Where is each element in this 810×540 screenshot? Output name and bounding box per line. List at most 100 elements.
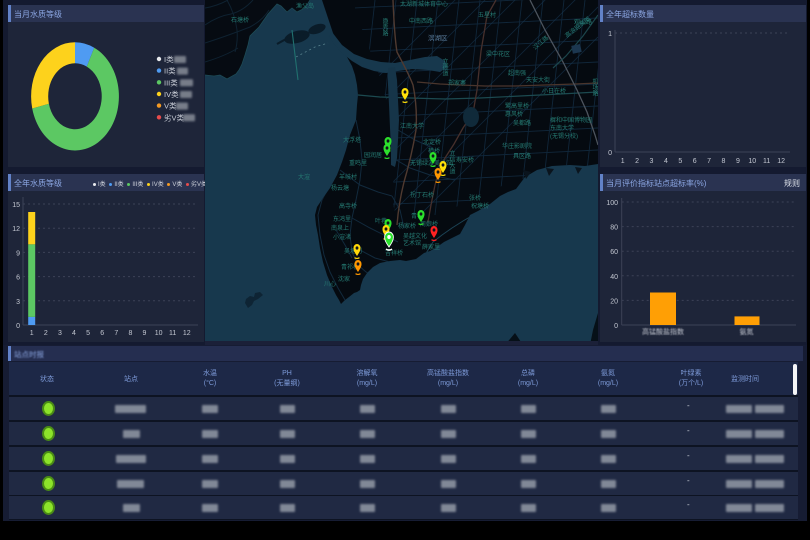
svg-text:1: 1 xyxy=(608,31,612,38)
svg-text:12: 12 xyxy=(12,226,20,233)
svg-text:80: 80 xyxy=(610,225,618,232)
svg-text:大浮塔: 大浮塔 xyxy=(343,136,361,144)
svg-text:6: 6 xyxy=(16,275,20,282)
svg-text:9: 9 xyxy=(16,250,20,257)
svg-text:1: 1 xyxy=(30,330,34,337)
svg-text:高寺桥: 高寺桥 xyxy=(339,202,357,210)
svg-text:3: 3 xyxy=(16,299,20,306)
svg-text:梁中花区: 梁中花区 xyxy=(486,50,510,58)
svg-text:10: 10 xyxy=(155,330,163,337)
svg-text:11: 11 xyxy=(169,330,176,337)
svg-text:樨和中国博物园: 樨和中国博物园 xyxy=(550,116,592,124)
svg-text:小渲渚: 小渲渚 xyxy=(333,233,351,241)
svg-text:滨湖区: 滨湖区 xyxy=(428,33,448,42)
svg-text:渔父岛: 渔父岛 xyxy=(296,2,314,10)
svg-text:0: 0 xyxy=(614,323,618,330)
svg-text:周娘桥: 周娘桥 xyxy=(420,220,438,228)
svg-text:高锰酸盐指数: 高锰酸盐指数 xyxy=(642,327,684,336)
svg-text:氨氮: 氨氮 xyxy=(740,327,754,336)
svg-text:15: 15 xyxy=(12,202,20,209)
svg-text:隐秀路: 隐秀路 xyxy=(381,17,388,37)
svg-text:立德道: 立德道 xyxy=(441,57,448,77)
svg-text:5: 5 xyxy=(86,330,90,337)
svg-text:沈家: 沈家 xyxy=(338,275,350,283)
svg-text:小日在桥: 小日在桥 xyxy=(542,87,566,95)
svg-text:III类: III类 xyxy=(164,77,178,87)
svg-text:杨家桥: 杨家桥 xyxy=(398,222,416,230)
svg-text:2: 2 xyxy=(44,330,48,337)
svg-text:1: 1 xyxy=(621,158,625,165)
svg-text:五星村: 五星村 xyxy=(478,11,496,19)
svg-text:吴越文化: 吴越文化 xyxy=(403,232,427,240)
svg-text:60: 60 xyxy=(610,249,618,256)
svg-text:0: 0 xyxy=(16,323,20,330)
svg-text:无锡绿波美术馆: 无锡绿波美术馆 xyxy=(410,159,452,167)
svg-text:机场路: 机场路 xyxy=(591,77,598,97)
svg-text:吴塘门: 吴塘门 xyxy=(344,247,362,255)
svg-text:薛家里: 薛家里 xyxy=(422,243,440,251)
svg-text:祝塘桥: 祝塘桥 xyxy=(471,202,489,210)
svg-text:中南西路: 中南西路 xyxy=(409,17,433,25)
svg-text:具区路: 具区路 xyxy=(513,152,531,160)
svg-text:10: 10 xyxy=(748,158,756,165)
svg-text:川心: 川心 xyxy=(324,281,336,288)
svg-text:江南大学: 江南大学 xyxy=(400,122,424,130)
svg-text:杨云塘: 杨云塘 xyxy=(331,184,349,192)
svg-text:劣V类: 劣V类 xyxy=(164,112,185,122)
svg-text:寿安桥: 寿安桥 xyxy=(456,156,474,164)
svg-text:7: 7 xyxy=(707,158,711,165)
svg-text:鹭高里桥: 鹭高里桥 xyxy=(505,102,529,110)
svg-text:羊岐村: 羊岐村 xyxy=(339,173,357,181)
svg-text:东鸿里: 东鸿里 xyxy=(333,215,351,223)
svg-text:40: 40 xyxy=(610,274,618,281)
svg-text:II类: II类 xyxy=(164,66,176,76)
svg-text:2: 2 xyxy=(635,158,639,165)
svg-text:青祁桥: 青祁桥 xyxy=(341,263,359,271)
svg-text:6: 6 xyxy=(100,330,104,337)
svg-text:东南大学: 东南大学 xyxy=(550,124,574,132)
svg-text:11: 11 xyxy=(763,158,770,165)
svg-text:吴都路: 吴都路 xyxy=(513,119,531,127)
svg-text:9: 9 xyxy=(143,330,147,337)
svg-text:3: 3 xyxy=(58,330,62,337)
svg-text:惠风桥: 惠风桥 xyxy=(505,110,523,118)
svg-text:V类: V类 xyxy=(164,101,177,111)
svg-text:园润居: 园润居 xyxy=(364,151,382,159)
svg-text:北定桥: 北定桥 xyxy=(423,138,441,146)
svg-text:张桥: 张桥 xyxy=(469,194,481,202)
svg-text:0: 0 xyxy=(608,150,612,157)
svg-text:南泉上: 南泉上 xyxy=(331,224,349,232)
svg-text:天安大街: 天安大街 xyxy=(526,76,550,84)
svg-text:太湖新城体育中心: 太湖新城体育中心 xyxy=(400,0,448,8)
svg-text:8: 8 xyxy=(722,158,726,165)
svg-text:吉祥桥: 吉祥桥 xyxy=(385,249,403,257)
svg-text:4: 4 xyxy=(72,330,76,337)
svg-text:7: 7 xyxy=(114,330,118,337)
svg-text:郑家寨: 郑家寨 xyxy=(448,79,466,87)
svg-text:12: 12 xyxy=(183,330,191,337)
svg-text:拐丁石桥: 拐丁石桥 xyxy=(410,191,434,199)
svg-text:12: 12 xyxy=(777,158,785,165)
svg-text:石塘桥: 石塘桥 xyxy=(231,16,249,24)
svg-text:立信大道: 立信大道 xyxy=(448,149,455,175)
svg-text:观山路: 观山路 xyxy=(574,18,592,26)
svg-text:4: 4 xyxy=(664,158,668,165)
svg-text:超南强: 超南强 xyxy=(508,69,526,77)
svg-text:大渲: 大渲 xyxy=(298,173,310,181)
svg-text:9: 9 xyxy=(736,158,740,165)
svg-text:艺术馆: 艺术馆 xyxy=(403,239,421,247)
svg-text:华庄影剧院: 华庄影剧院 xyxy=(502,142,532,150)
svg-text:3: 3 xyxy=(650,158,654,165)
svg-text:(无锡分校): (无锡分校) xyxy=(550,132,578,140)
svg-text:青桥: 青桥 xyxy=(411,212,423,220)
svg-text:I类: I类 xyxy=(164,54,174,64)
svg-text:IV类: IV类 xyxy=(164,89,179,99)
svg-text:叶巷: 叶巷 xyxy=(375,217,387,225)
svg-text:100: 100 xyxy=(606,200,618,207)
svg-text:20: 20 xyxy=(610,298,618,305)
svg-text:栖桥: 栖桥 xyxy=(428,147,440,155)
svg-text:6: 6 xyxy=(693,158,697,165)
svg-text:重鸣里: 重鸣里 xyxy=(349,159,367,167)
svg-text:8: 8 xyxy=(128,330,132,337)
svg-text:5: 5 xyxy=(678,158,682,165)
